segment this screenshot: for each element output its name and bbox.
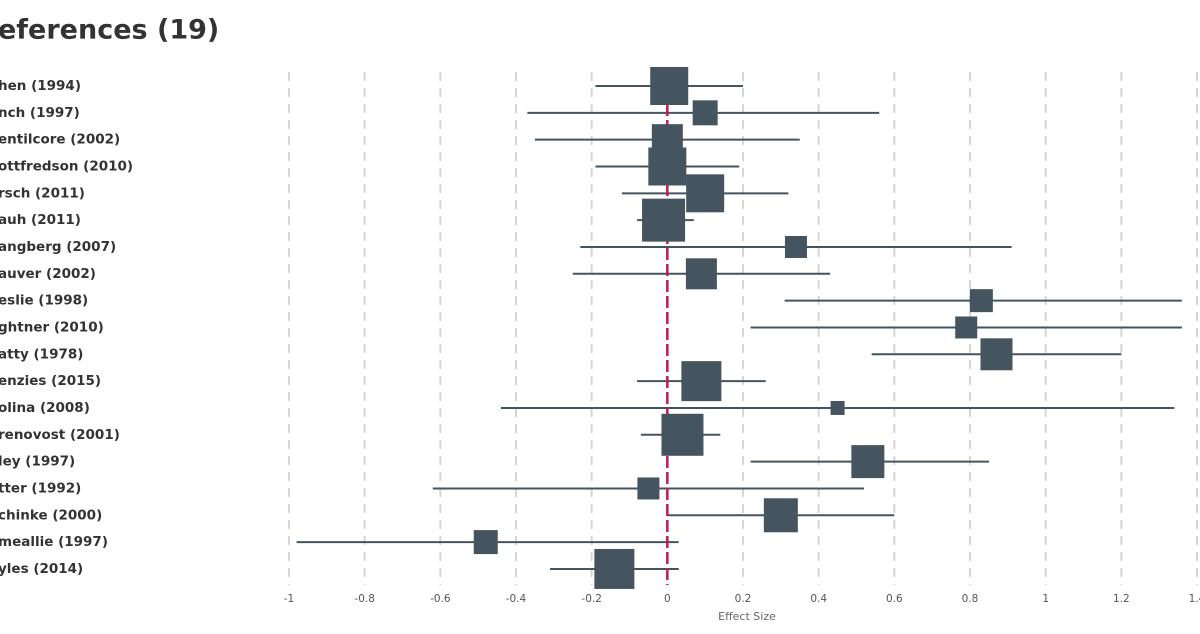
- chart-title: eferences (19): [0, 15, 219, 46]
- study-label: nch (1997): [0, 105, 80, 121]
- study-label: auver (2002): [0, 266, 96, 282]
- study-label: renovost (2001): [0, 427, 120, 443]
- effect-square: [692, 100, 718, 126]
- study-label: tter (1992): [0, 480, 81, 496]
- study-label: entilcore (2002): [0, 132, 120, 148]
- effect-square: [784, 235, 807, 258]
- effect-square: [473, 530, 498, 555]
- effect-square: [830, 400, 845, 415]
- study-label: meallie (1997): [0, 534, 108, 550]
- study-label: auh (2011): [0, 212, 81, 228]
- x-tick-label: 0.8: [962, 593, 979, 605]
- effect-square: [969, 289, 993, 313]
- x-tick-label: 0.4: [810, 593, 827, 605]
- x-tick-label: -0.6: [430, 593, 451, 605]
- effect-square: [980, 338, 1013, 371]
- x-tick-label: -1: [284, 593, 294, 605]
- study-label: yles (2014): [0, 561, 83, 577]
- effect-square: [650, 67, 689, 105]
- x-axis-title: Effect Size: [718, 610, 776, 623]
- study-label: rsch (2011): [0, 185, 85, 201]
- effect-square: [661, 413, 704, 456]
- x-tick-label: 1: [1042, 593, 1049, 605]
- x-tick-label: 1.2: [1113, 593, 1130, 605]
- effect-square: [763, 498, 798, 533]
- x-tick-label: 0.6: [886, 593, 903, 605]
- study-label: angberg (2007): [0, 239, 116, 255]
- effect-square: [642, 198, 686, 242]
- effect-square: [851, 445, 885, 479]
- effect-square: [637, 477, 660, 500]
- study-label: enzies (2015): [0, 373, 101, 389]
- effect-square: [686, 174, 725, 213]
- x-tick-label: -0.4: [506, 593, 527, 605]
- effect-square: [594, 548, 635, 589]
- study-label: hen (1994): [0, 78, 81, 94]
- effect-square: [685, 258, 717, 290]
- study-label: eslie (1998): [0, 293, 88, 309]
- effect-square: [681, 361, 722, 402]
- x-tick-label: 0.2: [735, 593, 752, 605]
- effect-square: [955, 316, 978, 339]
- x-tick-label: 0: [664, 593, 671, 605]
- study-label: olina (2008): [0, 400, 90, 416]
- study-label: ottfredson (2010): [0, 158, 133, 174]
- study-label: atty (1978): [0, 346, 83, 362]
- study-label: chinke (2000): [0, 507, 102, 523]
- x-tick-label: -0.2: [581, 593, 602, 605]
- effect-square: [648, 147, 687, 186]
- x-tick-label: -0.8: [354, 593, 375, 605]
- study-label: ley (1997): [0, 454, 75, 470]
- x-tick-label: 1.4: [1189, 593, 1200, 605]
- study-label: ghtner (2010): [0, 319, 104, 335]
